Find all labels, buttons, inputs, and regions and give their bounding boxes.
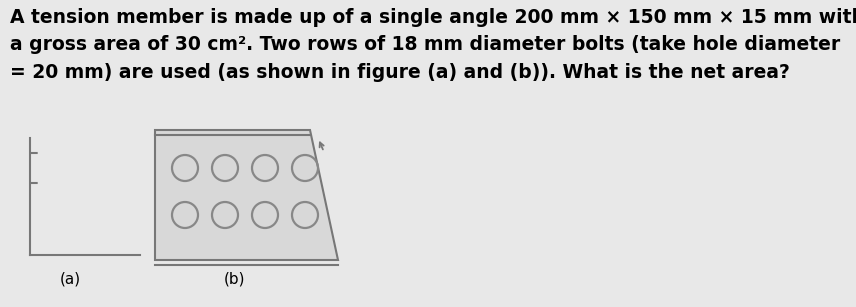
Text: A tension member is made up of a single angle 200 mm × 150 mm × 15 mm with
a gro: A tension member is made up of a single … — [10, 8, 856, 81]
Text: (a): (a) — [59, 272, 80, 287]
Polygon shape — [155, 130, 338, 260]
Text: (b): (b) — [224, 272, 246, 287]
